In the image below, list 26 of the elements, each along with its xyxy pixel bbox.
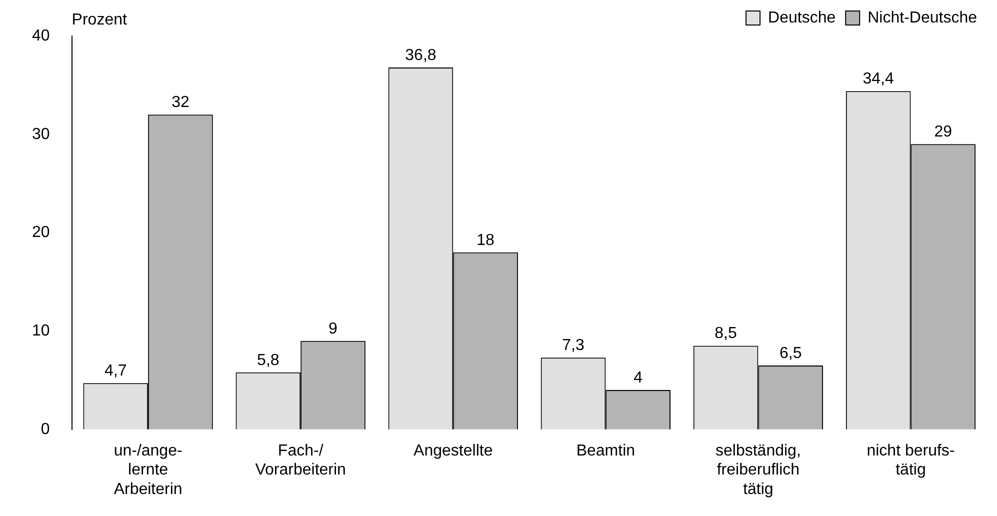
data-label: 34,4 <box>862 70 894 88</box>
data-label: 7,3 <box>562 337 584 354</box>
legend-label: Nicht-Deutsche <box>868 9 978 26</box>
data-label: 8,5 <box>714 325 738 342</box>
data-label: 4,7 <box>104 362 127 380</box>
y-tick-label: 40 <box>32 27 50 44</box>
x-tick-label: un-/ange- lernte Arbeiterin <box>114 442 182 498</box>
data-label: 9 <box>328 320 338 338</box>
y-tick-label: 10 <box>32 322 50 340</box>
legend-label: Deutsche <box>768 9 836 26</box>
y-tick-label: 30 <box>32 126 50 143</box>
data-label: 18 <box>476 232 495 249</box>
y-axis-title: Prozent <box>72 11 128 28</box>
data-label: 5,8 <box>257 352 280 369</box>
x-tick-label: Beamtin <box>576 442 636 460</box>
data-label: 4 <box>634 369 643 386</box>
data-label: 36,8 <box>405 46 436 64</box>
x-tick-label: selbständig, freiberuflich tätig <box>716 442 801 498</box>
x-tick-label: Angestellte <box>414 442 493 460</box>
data-label: 29 <box>934 124 952 141</box>
data-label: 6,5 <box>779 344 802 362</box>
x-tick-label: Fach-/ Vorarbeiterin <box>255 442 346 479</box>
y-tick-label: 20 <box>32 224 50 242</box>
x-tick-label: nicht berufs- tätig <box>866 442 955 479</box>
data-label: 32 <box>172 94 190 112</box>
y-tick-label: 0 <box>40 420 50 438</box>
